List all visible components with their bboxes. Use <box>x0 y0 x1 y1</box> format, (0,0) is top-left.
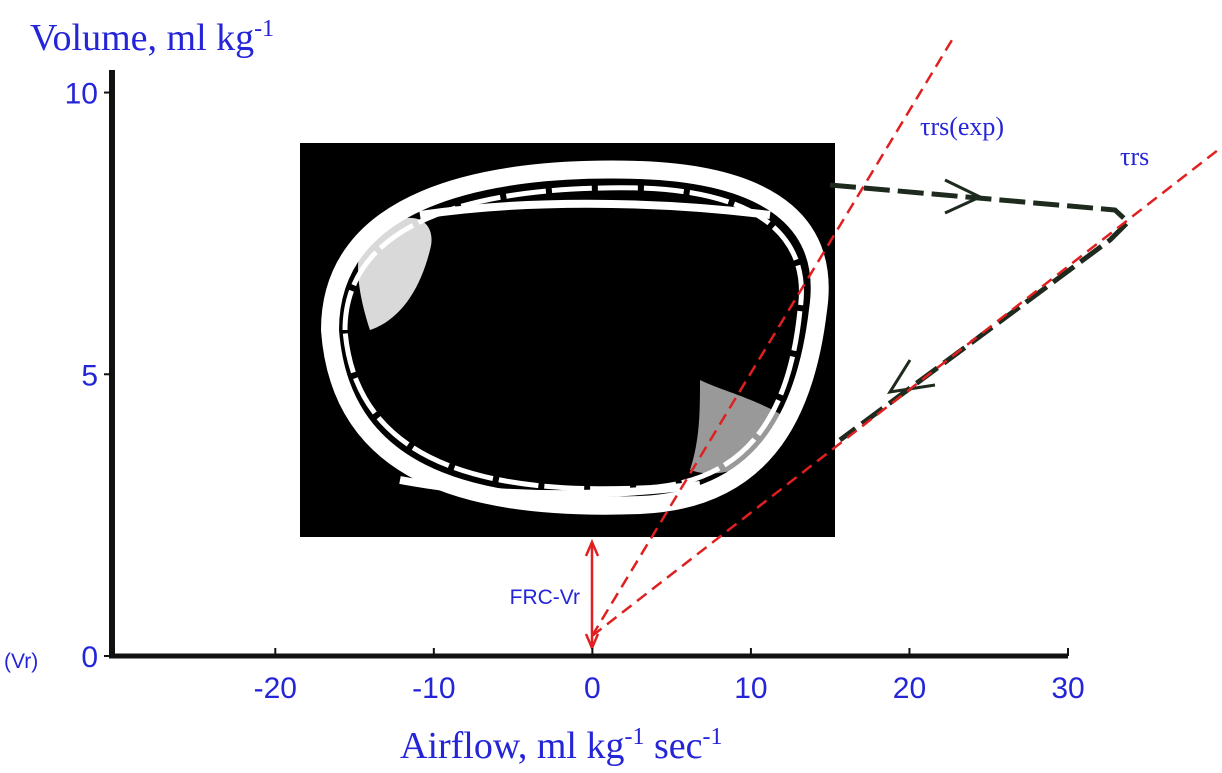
x-tick-label: 10 <box>734 672 767 705</box>
loop-image <box>300 143 835 537</box>
y-tick-label: 5 <box>81 359 98 392</box>
vr-label: (Vr) <box>4 650 38 673</box>
loop-trace <box>830 180 1128 440</box>
y-title-sup: -1 <box>254 16 274 42</box>
tau-exp-label: τrs(exp) <box>920 112 1004 141</box>
x-title-sup: -1 <box>624 724 644 750</box>
x-title-sup: -1 <box>703 724 723 750</box>
y-tick-label: 0 <box>81 641 98 674</box>
x-tick-label: 0 <box>584 672 601 705</box>
y-tick-label: 10 <box>65 78 98 111</box>
x-title-text: Airflow, ml kg <box>400 725 624 767</box>
y-title-text: Volume, ml kg <box>30 17 254 59</box>
chart: τrs(exp) τrs FRC-Vr (Vr) Volume, ml kg-1… <box>0 0 1222 773</box>
x-tick-label: 20 <box>893 672 926 705</box>
x-tick-label: -20 <box>254 672 297 705</box>
tau-label: τrs <box>1120 142 1149 171</box>
x-axis-title: Airflow, ml kg-1 sec-1 <box>400 724 723 767</box>
x-title-text: sec <box>644 725 702 767</box>
frc-label: FRC-Vr <box>510 586 580 609</box>
x-tick-label: 30 <box>1051 672 1084 705</box>
x-tick-label: -10 <box>412 672 455 705</box>
y-axis-title: Volume, ml kg-1 <box>30 16 274 59</box>
